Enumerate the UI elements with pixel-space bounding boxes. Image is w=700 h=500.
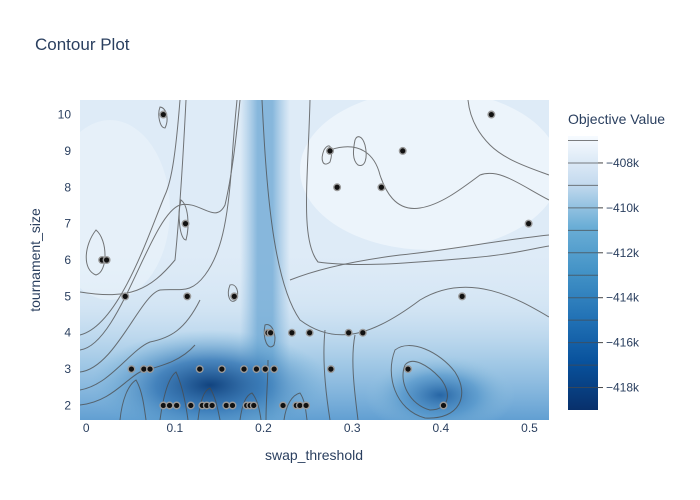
contour-fill-deep-left <box>90 330 330 420</box>
trial-point <box>358 328 367 337</box>
colorbar-level-lines <box>568 139 598 389</box>
y-tick-label: 4 <box>64 326 71 340</box>
trial-point <box>287 328 296 337</box>
trial-point <box>326 146 335 155</box>
contour-line <box>467 100 549 176</box>
colorbar-tick-label: −408k <box>606 156 640 170</box>
contour-line <box>329 146 549 209</box>
y-tick-label: 2 <box>64 398 71 412</box>
trial-point <box>487 110 496 119</box>
colorbar-tick-label: −416k <box>606 336 640 350</box>
contour-line <box>323 329 331 420</box>
colorbar-tick-label: −414k <box>606 291 640 305</box>
x-axis-title: swap_threshold <box>265 447 363 463</box>
x-tick-label: 0 <box>83 421 90 435</box>
contour-line <box>263 324 276 348</box>
contour-fill-top-right-light <box>300 100 549 250</box>
trial-point <box>183 292 192 301</box>
y-tick-label: 5 <box>64 289 71 303</box>
trial-point <box>266 328 275 337</box>
trial-point <box>333 183 342 192</box>
x-tick-label: 0.4 <box>432 421 449 435</box>
trial-point <box>458 292 467 301</box>
trial-point <box>159 110 168 119</box>
trial-point <box>249 401 258 410</box>
plot-area <box>80 100 549 420</box>
trial-point <box>439 401 448 410</box>
contour-fill-left-light <box>80 120 170 300</box>
trial-point <box>228 401 237 410</box>
trial-point <box>326 365 335 374</box>
contour-line <box>283 392 308 420</box>
contour-line <box>390 345 463 419</box>
contour-line <box>352 136 367 167</box>
y-tick-label: 10 <box>58 108 72 122</box>
contour-line <box>119 379 147 420</box>
trial-point <box>305 328 314 337</box>
contour-line <box>306 100 549 266</box>
trial-point <box>398 146 407 155</box>
y-tick-label: 6 <box>64 253 71 267</box>
contour-line <box>402 360 448 411</box>
trial-point <box>146 365 155 374</box>
trial-point <box>172 401 181 410</box>
trial-point <box>377 183 386 192</box>
contour-line <box>80 344 196 406</box>
colorbar-tick-label: −418k <box>606 381 640 395</box>
trial-point <box>165 401 174 410</box>
trial-point <box>181 219 190 228</box>
trial-point <box>252 365 261 374</box>
trial-point <box>208 401 217 410</box>
y-axis-ticks: 2 3 4 5 6 7 8 9 10 <box>58 108 72 413</box>
trial-point <box>127 365 136 374</box>
y-tick-label: 9 <box>64 144 71 158</box>
contour-line <box>158 106 168 129</box>
trial-point <box>230 292 239 301</box>
colorbar-tick-label: −412k <box>606 246 640 260</box>
trial-point <box>279 401 288 410</box>
y-axis-title: tournament_size <box>27 208 43 312</box>
trial-point <box>195 365 204 374</box>
trial-point <box>344 328 353 337</box>
x-tick-label: 0.5 <box>521 421 538 435</box>
colorbar-gradient <box>568 136 598 410</box>
contour-line <box>80 100 241 351</box>
trial-point <box>186 401 195 410</box>
trial-point <box>217 365 226 374</box>
contour-line <box>352 334 359 420</box>
trial-points <box>98 110 533 410</box>
contour-line <box>289 234 549 281</box>
trial-point <box>524 219 533 228</box>
trial-point <box>121 292 130 301</box>
trial-point <box>102 256 111 265</box>
trial-point <box>240 365 249 374</box>
contour-line <box>321 145 333 165</box>
trial-point <box>270 365 279 374</box>
contour-line <box>85 229 106 276</box>
colorbar: Objective Value −408k −410k −412k −414k −416… <box>568 111 665 410</box>
y-tick-label: 8 <box>64 180 71 194</box>
contour-line <box>80 100 181 336</box>
y-tick-label: 7 <box>64 217 71 231</box>
contour-line <box>265 359 269 420</box>
trial-point <box>404 365 413 374</box>
contour-line <box>227 284 239 302</box>
contour-line <box>178 199 189 241</box>
x-axis-ticks: 0 0.1 0.2 0.3 0.4 0.5 <box>83 421 538 435</box>
contour-lines <box>80 100 549 420</box>
trial-point <box>261 365 270 374</box>
y-tick-label: 3 <box>64 362 71 376</box>
chart-title: Contour Plot <box>35 35 130 54</box>
colorbar-tick-label: −410k <box>606 201 640 215</box>
contour-line <box>80 100 238 373</box>
colorbar-ticks: −408k −410k −412k −414k −416k −418k <box>598 156 640 395</box>
x-tick-label: 0.1 <box>167 421 184 435</box>
x-tick-label: 0.2 <box>255 421 272 435</box>
contour-line <box>239 392 262 420</box>
x-tick-label: 0.3 <box>344 421 361 435</box>
contour-line <box>80 299 201 391</box>
colorbar-title: Objective Value <box>568 111 665 127</box>
trial-point <box>302 401 311 410</box>
